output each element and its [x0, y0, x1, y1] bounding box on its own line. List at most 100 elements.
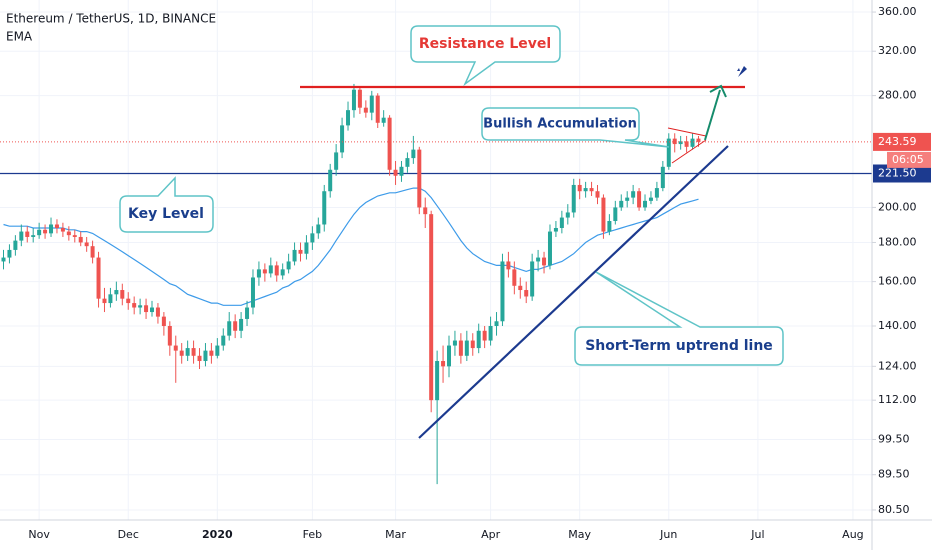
x-tick-label: Jul	[750, 528, 764, 541]
candle-body	[292, 249, 297, 262]
candle-body	[239, 318, 244, 331]
y-tick-label: 160.00	[878, 275, 917, 288]
rocket-icon	[737, 66, 747, 77]
candle-body	[678, 141, 683, 145]
candle-body	[577, 184, 582, 192]
candle-body	[375, 95, 380, 123]
candle-body	[60, 228, 65, 232]
x-tick-label: Jun	[659, 528, 677, 541]
candle-body	[399, 166, 404, 176]
candle-body	[601, 197, 606, 232]
candle-body	[227, 321, 232, 336]
candle-body	[619, 200, 624, 208]
candle-body	[435, 361, 440, 401]
candle-body	[542, 257, 547, 266]
candle-body	[84, 242, 89, 247]
candle-body	[334, 152, 339, 170]
axis-badges: 360.00 320.00 280.00 200.00 180.00 160.00 140.…	[28, 5, 931, 541]
y-tick-label: 99.50	[878, 433, 910, 446]
candle-body	[482, 330, 487, 341]
candle-body	[547, 231, 552, 266]
candle-body	[209, 350, 214, 356]
candle-body	[256, 269, 261, 278]
candle-body	[37, 229, 42, 236]
x-tick-label: May	[568, 528, 591, 541]
candle-body	[654, 188, 659, 198]
candle-body	[221, 335, 226, 346]
candle-body	[179, 350, 184, 356]
candle-body	[518, 285, 523, 291]
ema-line	[3, 187, 699, 306]
candle-body	[120, 290, 125, 299]
candle-body	[197, 355, 202, 362]
candle-body	[357, 89, 362, 108]
candle-body	[155, 307, 160, 317]
candle-body	[607, 221, 612, 232]
candle-body	[280, 269, 285, 276]
candle-body	[423, 207, 428, 215]
candle-body	[310, 233, 315, 243]
candle-body	[452, 340, 457, 346]
candle-body	[43, 229, 48, 234]
candle-body	[571, 184, 576, 213]
candle-body	[340, 125, 345, 153]
candle-body	[96, 257, 101, 299]
triangle-bottom	[671, 139, 707, 164]
candle-body	[286, 261, 291, 270]
candle-body	[90, 246, 95, 258]
uptrend-line	[418, 145, 729, 439]
candle-body	[589, 188, 594, 192]
candle-body	[185, 348, 190, 356]
candle-body	[447, 345, 451, 367]
candle-body	[66, 231, 71, 236]
callout-box	[574, 271, 784, 366]
candle-body	[1, 257, 6, 262]
candle-body	[464, 340, 469, 356]
candle-body	[411, 149, 416, 159]
candle-body	[72, 235, 77, 237]
candle-body	[648, 197, 653, 201]
candle-body	[684, 141, 689, 147]
candle-body	[506, 261, 511, 270]
y-tick-label: 360.00	[878, 5, 917, 18]
candle-body	[429, 214, 434, 401]
candle-body	[268, 265, 273, 274]
candle-body	[553, 228, 558, 232]
chart-title: Ethereum / TetherUS, 1D, BINANCE	[6, 12, 216, 26]
candle-body	[351, 89, 356, 111]
candle-body	[167, 325, 172, 346]
indicator-label: EMA	[6, 30, 33, 44]
countdown-badge	[887, 151, 931, 168]
candle-body	[78, 236, 83, 243]
candle-body	[512, 269, 517, 286]
candle-body	[274, 265, 279, 276]
candle-body	[126, 298, 131, 304]
last-price-badge	[873, 132, 931, 151]
countdown-label: 06:05	[892, 153, 924, 166]
candle-body	[458, 340, 463, 356]
candle-body	[536, 257, 541, 262]
y-tick-label: 280.00	[878, 89, 917, 102]
candle-body	[565, 212, 570, 218]
candle-body	[672, 138, 677, 145]
candle-body	[322, 191, 327, 225]
candle-body	[417, 149, 422, 208]
candle-body	[31, 235, 36, 237]
annotation: Bullish Accumulation	[483, 117, 637, 132]
candle-body	[114, 290, 119, 295]
y-tick-label: 124.00	[878, 359, 917, 372]
annotation: Resistance Level	[419, 36, 551, 52]
candle-body	[304, 242, 309, 254]
candle-body	[530, 261, 535, 297]
candle-body	[328, 169, 333, 192]
target-arrow-head	[709, 84, 727, 98]
candle-body	[387, 117, 392, 170]
y-tick-label: 200.00	[878, 200, 917, 213]
candle-body	[660, 166, 665, 189]
candle-body	[405, 158, 410, 167]
candle-body	[25, 231, 30, 237]
candle-body	[346, 110, 351, 126]
candle-body	[559, 217, 564, 229]
candle-body	[613, 207, 618, 222]
y-tick-label: 89.50	[878, 468, 910, 481]
